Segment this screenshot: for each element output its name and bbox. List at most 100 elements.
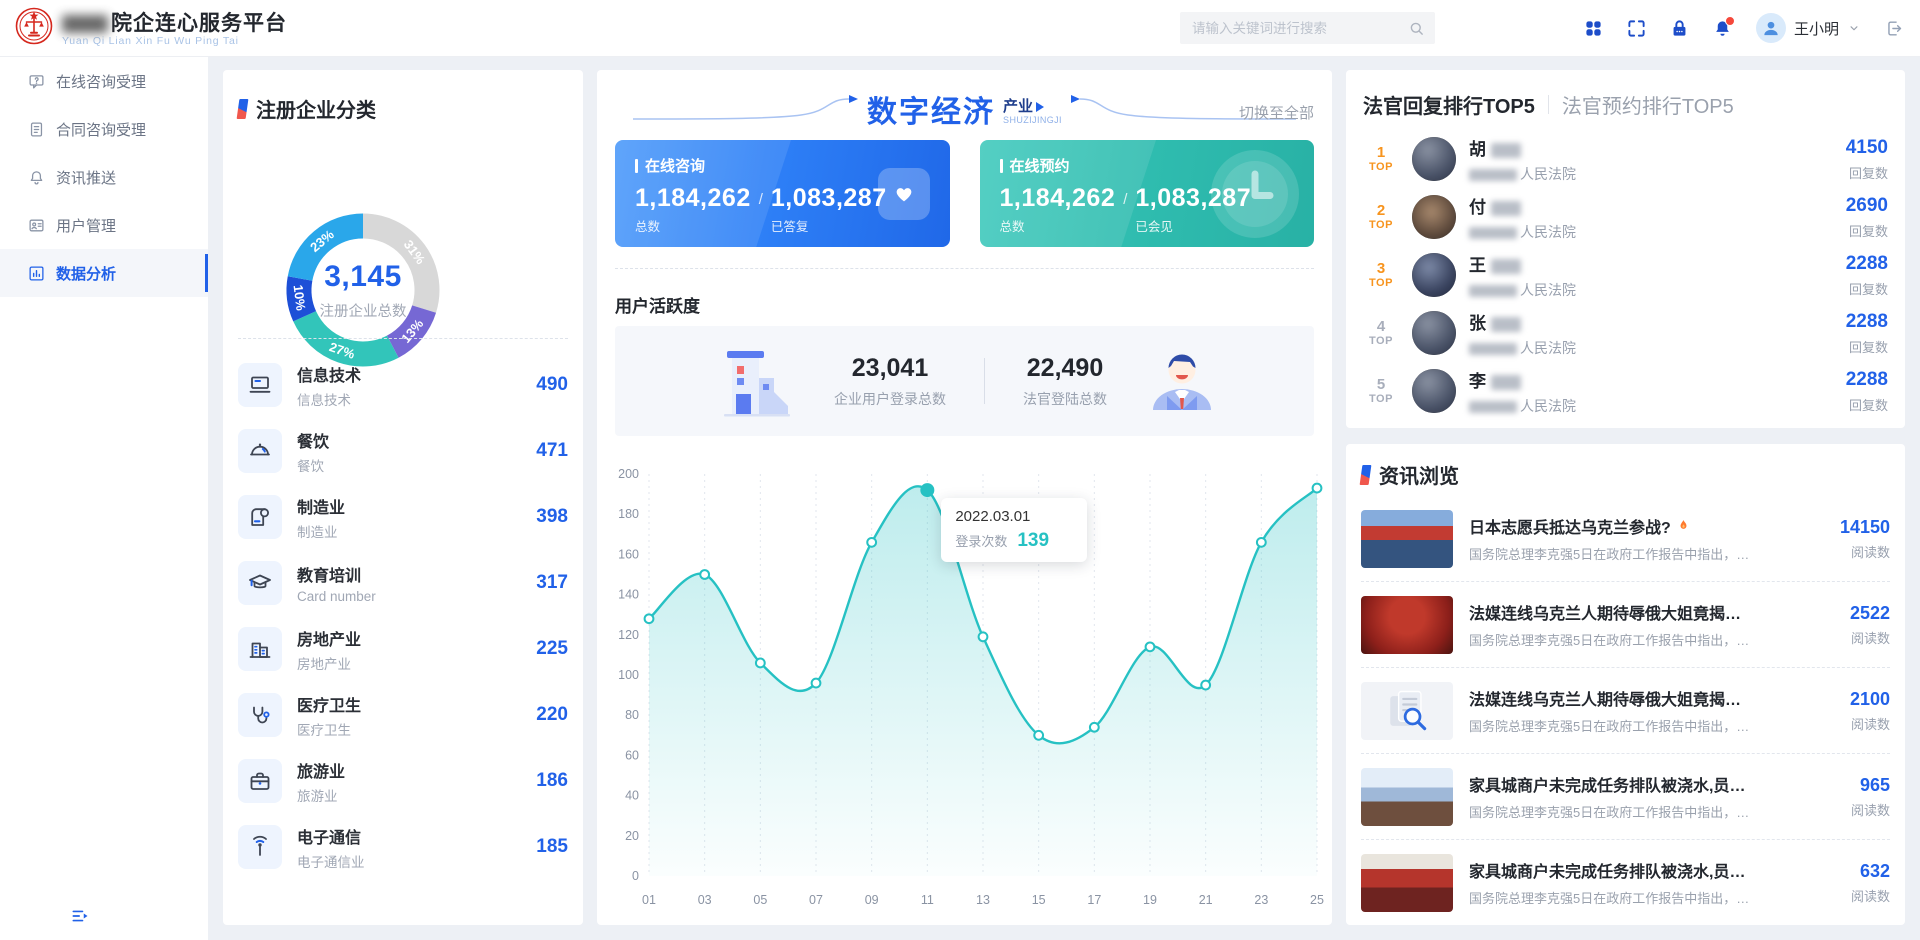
news-title-text: 法媒连线乌克兰人期待辱俄大姐竟揭自家短丑 xyxy=(1469,692,1757,709)
sidebar-item-3[interactable]: 资讯推送 xyxy=(0,153,208,201)
apps-grid-icon[interactable] xyxy=(1584,19,1603,38)
category-list-item[interactable]: 教育培训 Card number 317 xyxy=(238,550,568,616)
ranking-row[interactable]: 3 TOP 王人民法院 2288 回复数 xyxy=(1363,246,1888,304)
donut-segment[interactable] xyxy=(287,213,364,282)
x-axis-tick: 23 xyxy=(1254,893,1268,907)
data-point[interactable] xyxy=(1088,721,1100,733)
category-count: 225 xyxy=(536,638,568,659)
x-axis-tick: 21 xyxy=(1199,893,1213,907)
rank-badge: 2 TOP xyxy=(1363,201,1399,232)
x-axis-tick: 11 xyxy=(921,893,934,907)
data-point[interactable] xyxy=(810,677,822,689)
arrow-right-icon xyxy=(1036,101,1045,112)
news-item[interactable]: 家具城商户未完成任务排队被浇水,员工：第... 国务院总理李克强5日在政府工作报告… xyxy=(1361,840,1890,925)
judge-name: 胡 xyxy=(1469,135,1576,160)
data-point[interactable] xyxy=(977,631,989,643)
x-axis-tick: 03 xyxy=(698,893,712,907)
tab-appointment-ranking[interactable]: 法官预约排行TOP5 xyxy=(1561,96,1734,118)
rank-badge: 1 TOP xyxy=(1363,143,1399,174)
sidebar-item-5[interactable]: 数据分析 xyxy=(0,249,208,297)
fullscreen-icon[interactable] xyxy=(1627,19,1646,38)
lock-icon[interactable] xyxy=(1670,19,1689,38)
donut-segment[interactable] xyxy=(293,310,399,367)
header-decoration-left xyxy=(633,95,859,120)
y-axis-tick: 20 xyxy=(625,829,639,843)
category-list-item[interactable]: 餐饮 餐饮 471 xyxy=(238,418,568,484)
data-point[interactable] xyxy=(699,569,711,580)
rank-value-block: 2288 回复数 xyxy=(1846,369,1888,414)
ranking-row[interactable]: 4 TOP 张人民法院 2288 回复数 xyxy=(1363,304,1888,362)
judge-illustration xyxy=(1145,346,1219,417)
data-point[interactable] xyxy=(866,536,878,548)
app-header: 院企连心服务平台 Yuan Qi Lian Xin Fu Wu Ping Tai… xyxy=(0,0,1920,57)
digital-economy-pinyin: SHUZIJINGJI xyxy=(1003,115,1062,126)
reply-count-label: 回复数 xyxy=(1848,397,1888,413)
judge-name: 张 xyxy=(1469,309,1576,334)
news-item[interactable]: 法媒连线乌克兰人期待辱俄大姐竟揭自家短丑国务院总理李克强5日在政府工作报告中指出… xyxy=(1361,582,1890,668)
category-list-item[interactable]: 房地产业 房地产业 225 xyxy=(238,616,568,682)
building-icon xyxy=(238,627,282,671)
ranking-row[interactable]: 1 TOP 胡人民法院 4150 回复数 xyxy=(1363,130,1888,188)
news-thumbnail xyxy=(1361,509,1453,568)
online-consultation-card[interactable]: 在线咨询 1,184,262 总数 / 1,083,287 已答复 xyxy=(615,140,950,247)
reply-count: 2288 xyxy=(1845,252,1888,274)
logout-icon[interactable] xyxy=(1885,19,1904,38)
news-info: 法媒连线乌克兰人期待辱俄大姐竟揭自家短丑国务院总理李克强5日在政府工作报告中指出… xyxy=(1469,686,1757,735)
ranking-row[interactable]: 2 TOP 付人民法院 2690 回复数 xyxy=(1363,188,1888,246)
rank-badge: 4 TOP xyxy=(1363,318,1399,348)
online-appointment-card[interactable]: 在线预约 1,184,262 总数 / 1,083,287 已会见 xyxy=(979,140,1314,247)
sidebar-item-4[interactable]: 用户管理 xyxy=(0,201,208,249)
sidebar-item-2[interactable]: 合同咨询受理 xyxy=(0,105,208,153)
data-point[interactable] xyxy=(1033,729,1045,741)
global-search[interactable] xyxy=(1180,12,1435,44)
card-total: 1,184,262 xyxy=(999,184,1116,212)
category-name: 教育培训 xyxy=(297,568,362,585)
user-menu[interactable]: 王小明 xyxy=(1755,13,1861,43)
category-list-item[interactable]: 制造业 制造业 398 xyxy=(238,484,568,550)
news-item[interactable]: 家具城商户未完成任务排队被浇水,员工：第... 国务院总理李克强5日在政府工作报告… xyxy=(1361,754,1890,840)
rank-number: 1 xyxy=(1376,143,1386,161)
blurred-photo xyxy=(1412,369,1456,413)
donut-segment[interactable] xyxy=(386,304,437,358)
card-answered-label: 已答复 xyxy=(770,220,809,234)
reply-count-label: 回复数 xyxy=(1848,223,1888,239)
data-point[interactable] xyxy=(754,657,766,669)
category-list-item[interactable]: 信息技术 信息技术 490 xyxy=(238,352,568,418)
category-count: 490 xyxy=(536,374,568,395)
card-met-label: 已会见 xyxy=(1135,220,1173,234)
data-point[interactable] xyxy=(1255,536,1267,548)
ranking-row[interactable]: 5 TOP 李人民法院 2288 回复数 xyxy=(1363,362,1888,420)
search-icon[interactable] xyxy=(1408,20,1425,37)
news-item[interactable]: 日本志愿兵抵达乌克兰参战? 国务院总理李克强5日在政府工作报告中指出，过去... 1… xyxy=(1361,496,1890,582)
judge-name: 付 xyxy=(1469,193,1576,218)
data-point[interactable] xyxy=(1144,641,1156,653)
tab-reply-ranking[interactable]: 法官回复排行TOP5 xyxy=(1363,96,1535,118)
blurred-photo xyxy=(1412,311,1456,355)
sidebar-item-label: 资讯推送 xyxy=(56,169,117,187)
sidebar-item-1[interactable]: 在线咨询受理 xyxy=(0,57,208,105)
data-point[interactable] xyxy=(1311,482,1323,494)
collapse-sidebar-icon[interactable] xyxy=(70,906,90,926)
data-point[interactable] xyxy=(643,613,655,625)
search-input[interactable] xyxy=(1190,19,1408,37)
heart-icon xyxy=(877,167,930,220)
donut-segment[interactable] xyxy=(362,213,440,313)
notification-bell-icon[interactable] xyxy=(1713,15,1735,38)
read-count: 965 xyxy=(1859,774,1890,795)
rank-number: 2 xyxy=(1376,201,1386,219)
news-item[interactable]: 法媒连线乌克兰人期待辱俄大姐竟揭自家短丑国务院总理李克强5日在政府工作报告中指出… xyxy=(1361,668,1890,754)
judge-surname: 李 xyxy=(1469,371,1486,391)
rank-value-block: 2288 回复数 xyxy=(1846,253,1888,298)
category-list-item[interactable]: 电子通信 电子通信业 185 xyxy=(238,814,568,880)
x-axis-tick: 17 xyxy=(1087,893,1101,907)
switch-to-all-link[interactable]: 切换至全部 xyxy=(1238,105,1314,122)
category-info: 房地产业 房地产业 xyxy=(297,626,361,673)
donut-segment[interactable] xyxy=(286,276,317,322)
category-list-item[interactable]: 旅游业 旅游业 186 xyxy=(238,748,568,814)
data-point[interactable] xyxy=(1200,679,1212,691)
category-list-item[interactable]: 医疗卫生 医疗卫生 220 xyxy=(238,682,568,748)
category-subtitle: 医疗卫生 xyxy=(297,722,351,738)
reply-count: 2288 xyxy=(1845,368,1888,390)
rank-top-label: TOP xyxy=(1369,161,1393,174)
active-data-point[interactable] xyxy=(920,483,935,498)
